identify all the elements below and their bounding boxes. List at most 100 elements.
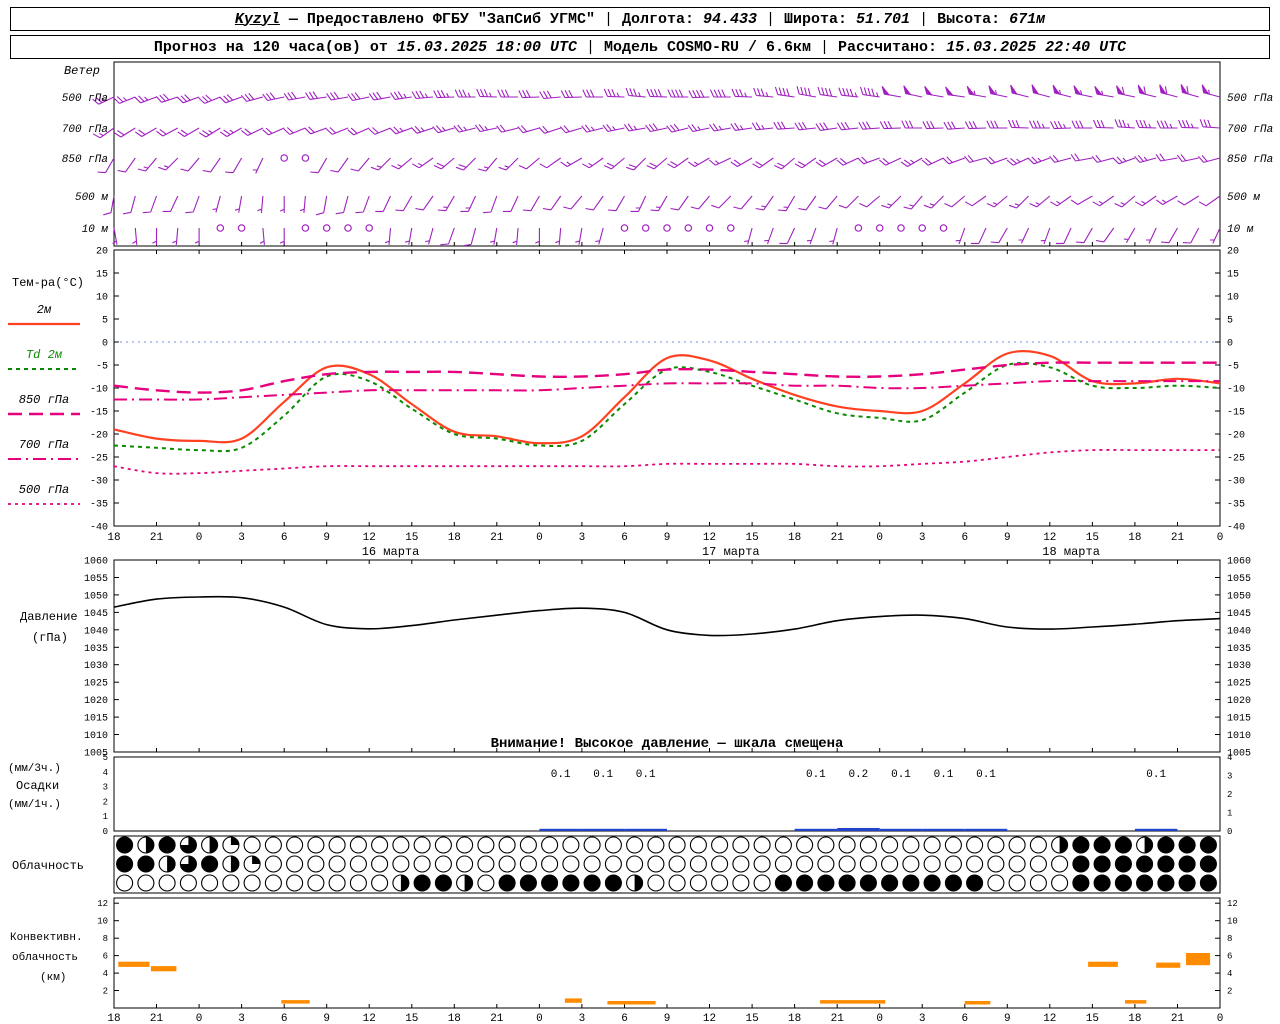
time-label-top-axis: 21 — [490, 532, 504, 544]
cloud-cover-fill — [167, 856, 176, 872]
pressure-panel-title: Давление — [20, 610, 78, 624]
cloud-cover-circle — [923, 836, 941, 854]
time-label-bottom-axis: 0 — [1217, 1013, 1224, 1024]
temp-ytick-label-left: 5 — [102, 316, 108, 327]
date-label: 16 марта — [362, 545, 420, 559]
pressure-ytick-label-right: 1015 — [1227, 714, 1251, 725]
wind-panel-title: Ветер — [64, 64, 100, 78]
cloud-cover-circle — [859, 874, 877, 892]
temp-ytick-label-right: -10 — [1227, 385, 1245, 396]
pressure-ytick-label-left: 1060 — [84, 557, 108, 568]
conv-ytick-label-left: 10 — [97, 917, 108, 927]
legend-label-500-гПа: 500 гПа — [19, 483, 69, 497]
time-label-top-axis: 3 — [919, 532, 926, 544]
wind-level-label-left: 10 м — [82, 224, 109, 236]
precip-unit-left: (мм/3ч.) — [8, 763, 61, 775]
time-label-bottom-axis: 6 — [281, 1013, 288, 1024]
precip-value-label: 0.1 — [636, 769, 656, 781]
precip-bars — [539, 828, 1178, 831]
cloud-cover-circle — [753, 874, 771, 892]
cloud-cover-circle — [137, 855, 155, 873]
time-label-bottom-axis: 18 — [107, 1013, 120, 1024]
time-label-bottom-axis: 3 — [579, 1013, 586, 1024]
model-label: Модель — [603, 38, 658, 56]
cloud-cover-circle — [838, 874, 856, 892]
cloud-cover-circle — [753, 836, 771, 854]
cloud-cover-circle — [881, 855, 899, 873]
temp-ytick-label-left: 0 — [102, 339, 108, 350]
cloud-cover-circle — [732, 836, 750, 854]
cloud-cover-circle — [796, 836, 814, 854]
temp-ytick-label-left: -15 — [90, 408, 108, 419]
time-label-top-axis: 9 — [1004, 532, 1011, 544]
precip-ytick-label-right: 4 — [1227, 753, 1232, 763]
cloud-cover-circle — [519, 855, 537, 873]
cloud-cover-circle — [371, 836, 389, 854]
temp-ytick-label-left: 10 — [96, 293, 108, 304]
time-label-top-axis: 15 — [405, 532, 418, 544]
time-label-bottom-axis: 21 — [831, 1013, 845, 1024]
cloud-cover-circle — [944, 836, 962, 854]
cloud-cover-circle — [647, 855, 665, 873]
pressure-ytick-label-left: 1005 — [84, 749, 108, 760]
cloud-cover-circle — [137, 874, 155, 892]
time-label-top-axis: 18 — [788, 532, 801, 544]
temp-ytick-label-left: 20 — [96, 247, 108, 258]
temp-ytick-label-left: 15 — [96, 270, 108, 281]
cloud-cover-circle — [286, 855, 304, 873]
cloud-cover-circle — [371, 855, 389, 873]
cloud-cover-circle — [966, 855, 984, 873]
cloud-cover-circle — [987, 874, 1005, 892]
convective-cloud-bar — [1186, 953, 1211, 966]
pressure-ytick-label-left: 1045 — [84, 609, 108, 620]
convective-cloud-bar — [118, 961, 150, 967]
conv-ytick-label-left: 6 — [103, 952, 108, 962]
cloud-cover-circle — [328, 836, 346, 854]
cloud-cover-circle — [859, 836, 877, 854]
cloud-cover-circle — [243, 836, 261, 854]
cloud-cover-circle — [944, 855, 962, 873]
cloud-cover-circle — [158, 836, 176, 854]
wind-level-label-left: 500 гПа — [62, 93, 108, 105]
time-label-bottom-axis: 3 — [238, 1013, 245, 1024]
time-label-bottom-axis: 0 — [536, 1013, 543, 1024]
pressure-ytick-label-right: 1010 — [1227, 731, 1251, 742]
precip-value-label: 0.1 — [976, 769, 996, 781]
altitude-label: Высота: — [937, 10, 1001, 28]
cloud-cover-circle — [1199, 874, 1217, 892]
cloud-cover-circle — [498, 855, 516, 873]
legend-label-Td-2м: Td 2м — [26, 348, 63, 362]
time-label-top-axis: 12 — [363, 532, 376, 544]
pressure-ytick-label-right: 1025 — [1227, 679, 1251, 690]
precip-value-label: 0.1 — [891, 769, 911, 781]
wind-level-label-right: 850 гПа — [1227, 154, 1273, 166]
cloud-cover-circle — [817, 855, 835, 873]
time-label-top-axis: 0 — [196, 532, 203, 544]
time-label-top-axis: 0 — [536, 532, 543, 544]
cloud-cover-circle — [711, 874, 729, 892]
cloud-row-2 — [116, 855, 1217, 873]
cloud-cover-fill — [252, 856, 261, 864]
pressure-panel-unit: (гПа) — [32, 631, 68, 645]
pressure-series — [113, 595, 1221, 637]
conv-ytick-label-right: 4 — [1227, 969, 1232, 979]
wind-barb-row-500м — [103, 195, 1221, 216]
temp-ytick-label-right: -30 — [1227, 477, 1245, 488]
cloud-cover-circle — [392, 836, 410, 854]
cloud-cover-circle — [349, 836, 367, 854]
precip-value-label: 0.1 — [551, 769, 571, 781]
cloud-cover-circle — [456, 836, 474, 854]
cloud-cover-circle — [583, 874, 601, 892]
cloud-cover-circle — [1157, 874, 1175, 892]
cloud-cover-circle — [519, 874, 537, 892]
cloud-cover-fill — [230, 856, 239, 872]
temp-series-2м — [113, 349, 1221, 445]
cloud-cover-circle — [902, 874, 920, 892]
cloud-cover-circle — [477, 874, 495, 892]
convective-cloud-bar — [607, 1001, 656, 1005]
precip-value-label: 0.1 — [1146, 769, 1166, 781]
header-forecast-bar: Прогноз на 120 часа(ов) от 15.03.2025 18… — [10, 35, 1270, 59]
time-label-top-axis: 18 — [1128, 532, 1141, 544]
